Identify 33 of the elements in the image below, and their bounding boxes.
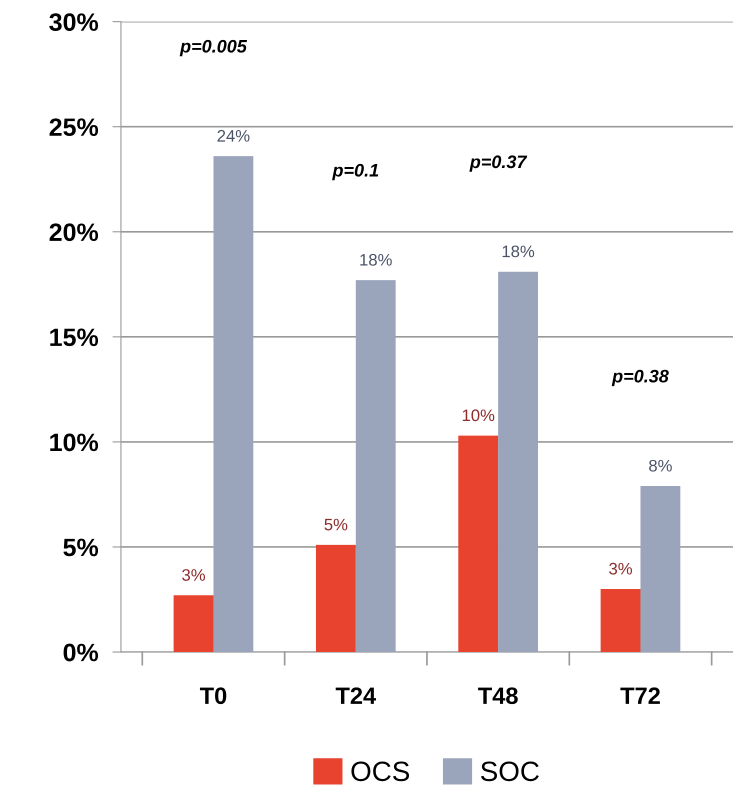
data-label: 24% bbox=[218, 130, 250, 142]
y-tick-label: 10% bbox=[50, 434, 98, 452]
data-label: 8% bbox=[649, 460, 672, 472]
bar bbox=[600, 588, 640, 652]
data-label: 5% bbox=[324, 518, 348, 530]
bar bbox=[498, 272, 538, 652]
data-label: 18% bbox=[502, 245, 534, 258]
bar bbox=[174, 595, 214, 652]
data-label: 3% bbox=[182, 569, 205, 581]
x-tick-label: T24 bbox=[336, 687, 376, 704]
legend-label: OCS bbox=[351, 762, 410, 782]
y-tick-label: 30% bbox=[49, 13, 98, 31]
x-tick-label: T0 bbox=[200, 687, 226, 704]
annotation: p=0.37 bbox=[469, 155, 528, 172]
data-label: 3% bbox=[609, 562, 632, 575]
y-tick-label: 20% bbox=[50, 223, 98, 242]
data-label: 10% bbox=[462, 409, 494, 422]
x-tick-label: T48 bbox=[478, 687, 518, 704]
annotation: p=0.1 bbox=[332, 164, 378, 180]
y-tick-label: 15% bbox=[50, 328, 98, 346]
x-tick-label: T72 bbox=[620, 687, 660, 704]
data-label: 18% bbox=[360, 254, 392, 266]
y-tick-label: 0% bbox=[64, 644, 98, 662]
annotation: p=0.38 bbox=[612, 370, 669, 386]
bar bbox=[640, 486, 680, 652]
y-tick-label: 5% bbox=[63, 538, 98, 556]
bar bbox=[458, 436, 498, 652]
y-tick-label: 25% bbox=[50, 118, 98, 136]
annotation: p=0.005 bbox=[180, 40, 248, 56]
legend-label: SOC bbox=[481, 762, 539, 782]
bar bbox=[316, 544, 356, 652]
bar bbox=[356, 280, 396, 652]
bar bbox=[213, 156, 254, 652]
